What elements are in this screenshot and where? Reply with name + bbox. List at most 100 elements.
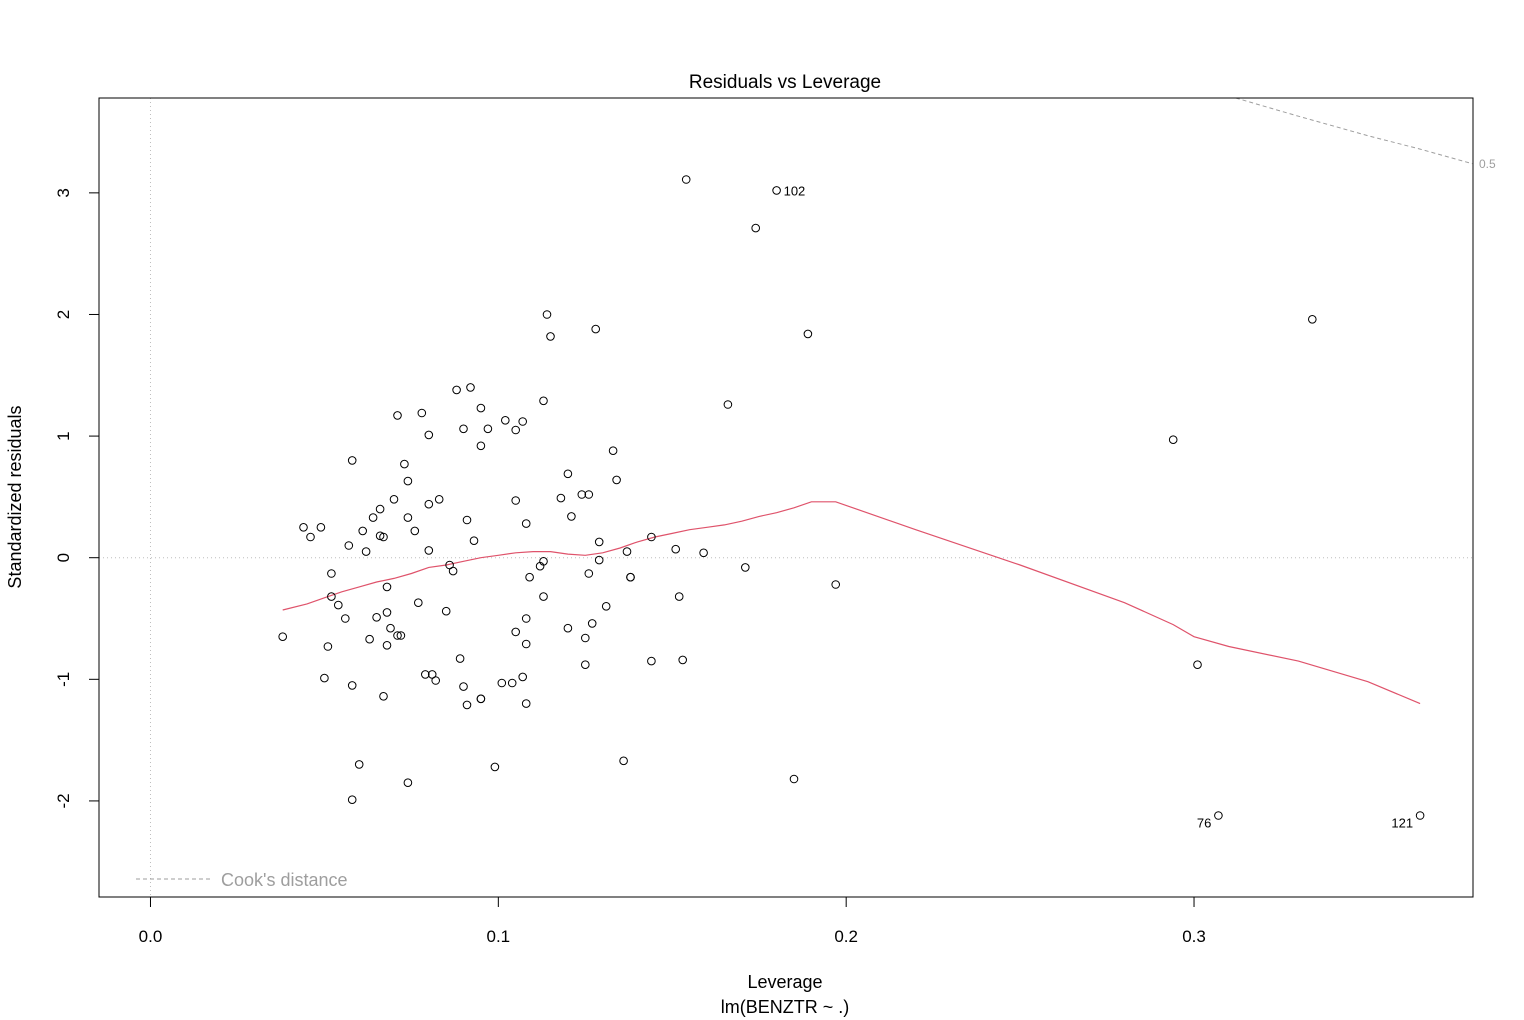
data-point [379,692,388,701]
data-point [382,641,392,650]
data-point [299,523,308,532]
data-point [403,778,413,788]
y-axis-label: Standardized residuals [5,405,25,588]
plot-region: 102 76 121 [99,97,1473,897]
data-point [320,673,329,683]
data-point [581,633,590,643]
data-point [476,441,486,451]
data-point [382,582,392,592]
plot-border [98,97,1474,898]
data-point [539,592,548,601]
data-point [647,656,656,666]
data-point [511,627,521,637]
data-points [278,175,1425,820]
data-point [674,592,684,601]
data-point [375,504,385,514]
data-point [400,459,409,469]
data-point [521,699,531,708]
data-point [511,425,521,435]
data-point [483,424,493,434]
data-point [518,417,528,426]
data-point [608,446,618,456]
y-tick-label: 3 [54,188,73,197]
data-point [511,496,521,505]
point-label: 121 [1391,816,1413,831]
data-point [347,681,357,690]
data-point [563,623,573,633]
data-point [556,493,566,503]
data-point [327,569,336,578]
data-point [1308,315,1317,324]
data-point [341,614,350,623]
point-labels: 102 76 121 [784,183,1414,830]
y-tick-label: 2 [54,310,73,319]
data-point [601,602,611,611]
smoother-line [282,501,1421,705]
data-point [501,416,510,425]
data-point [594,555,604,565]
x-tick-label: 0.2 [834,927,858,946]
data-point [434,495,444,504]
data-point [441,606,451,616]
data-point [546,332,555,341]
data-point [354,760,364,769]
data-point [462,515,472,525]
data-point [278,632,288,642]
data-point [587,619,597,628]
x-axis-sublabel: lm(BENZTR ~ .) [721,997,850,1017]
data-point [518,672,528,682]
data-point [368,513,378,522]
data-point [521,614,531,623]
y-tick-label: -2 [54,793,73,808]
data-point [448,566,458,576]
data-point [831,580,841,589]
data-point [567,512,576,521]
data-point [414,598,423,608]
data-point [389,495,399,504]
data-point [539,557,548,566]
cooks-contour-label: 0.5 [1479,157,1496,171]
data-point [306,532,315,542]
y-tick-label: 1 [54,431,73,440]
data-point [316,523,326,532]
data-point [455,654,465,663]
data-point [681,175,691,184]
data-point [751,223,761,233]
data-point [421,670,430,679]
data-point [347,456,357,465]
data-point [424,546,434,555]
data-point [591,324,601,334]
data-point [476,403,486,413]
legend: Cook's distance [136,870,348,890]
data-point [424,430,434,440]
data-point [393,411,402,420]
data-point [497,678,507,688]
data-point [584,490,594,499]
data-point [1168,435,1178,445]
x-axis: 0.0 0.1 0.2 0.3 [139,896,1206,946]
data-point [469,536,479,546]
data-point [521,519,531,528]
data-point [699,548,708,558]
data-point [1214,811,1223,820]
data-point [323,642,333,651]
data-point [525,572,534,582]
legend-label: Cook's distance [221,870,348,890]
data-point [647,532,656,542]
data-point [403,476,413,486]
data-point [581,660,590,670]
data-point [584,569,594,578]
data-point [403,513,413,522]
data-point [476,694,486,704]
y-tick-label: 0 [54,553,73,562]
data-point [507,678,517,688]
data-point [542,310,552,319]
data-point [678,655,688,665]
x-axis-label: Leverage [747,972,822,992]
data-point [619,756,628,766]
x-tick-label: 0.0 [139,927,163,946]
reference-lines [99,98,1473,897]
data-point [459,682,468,691]
data-point [424,499,434,509]
data-point [671,544,681,554]
